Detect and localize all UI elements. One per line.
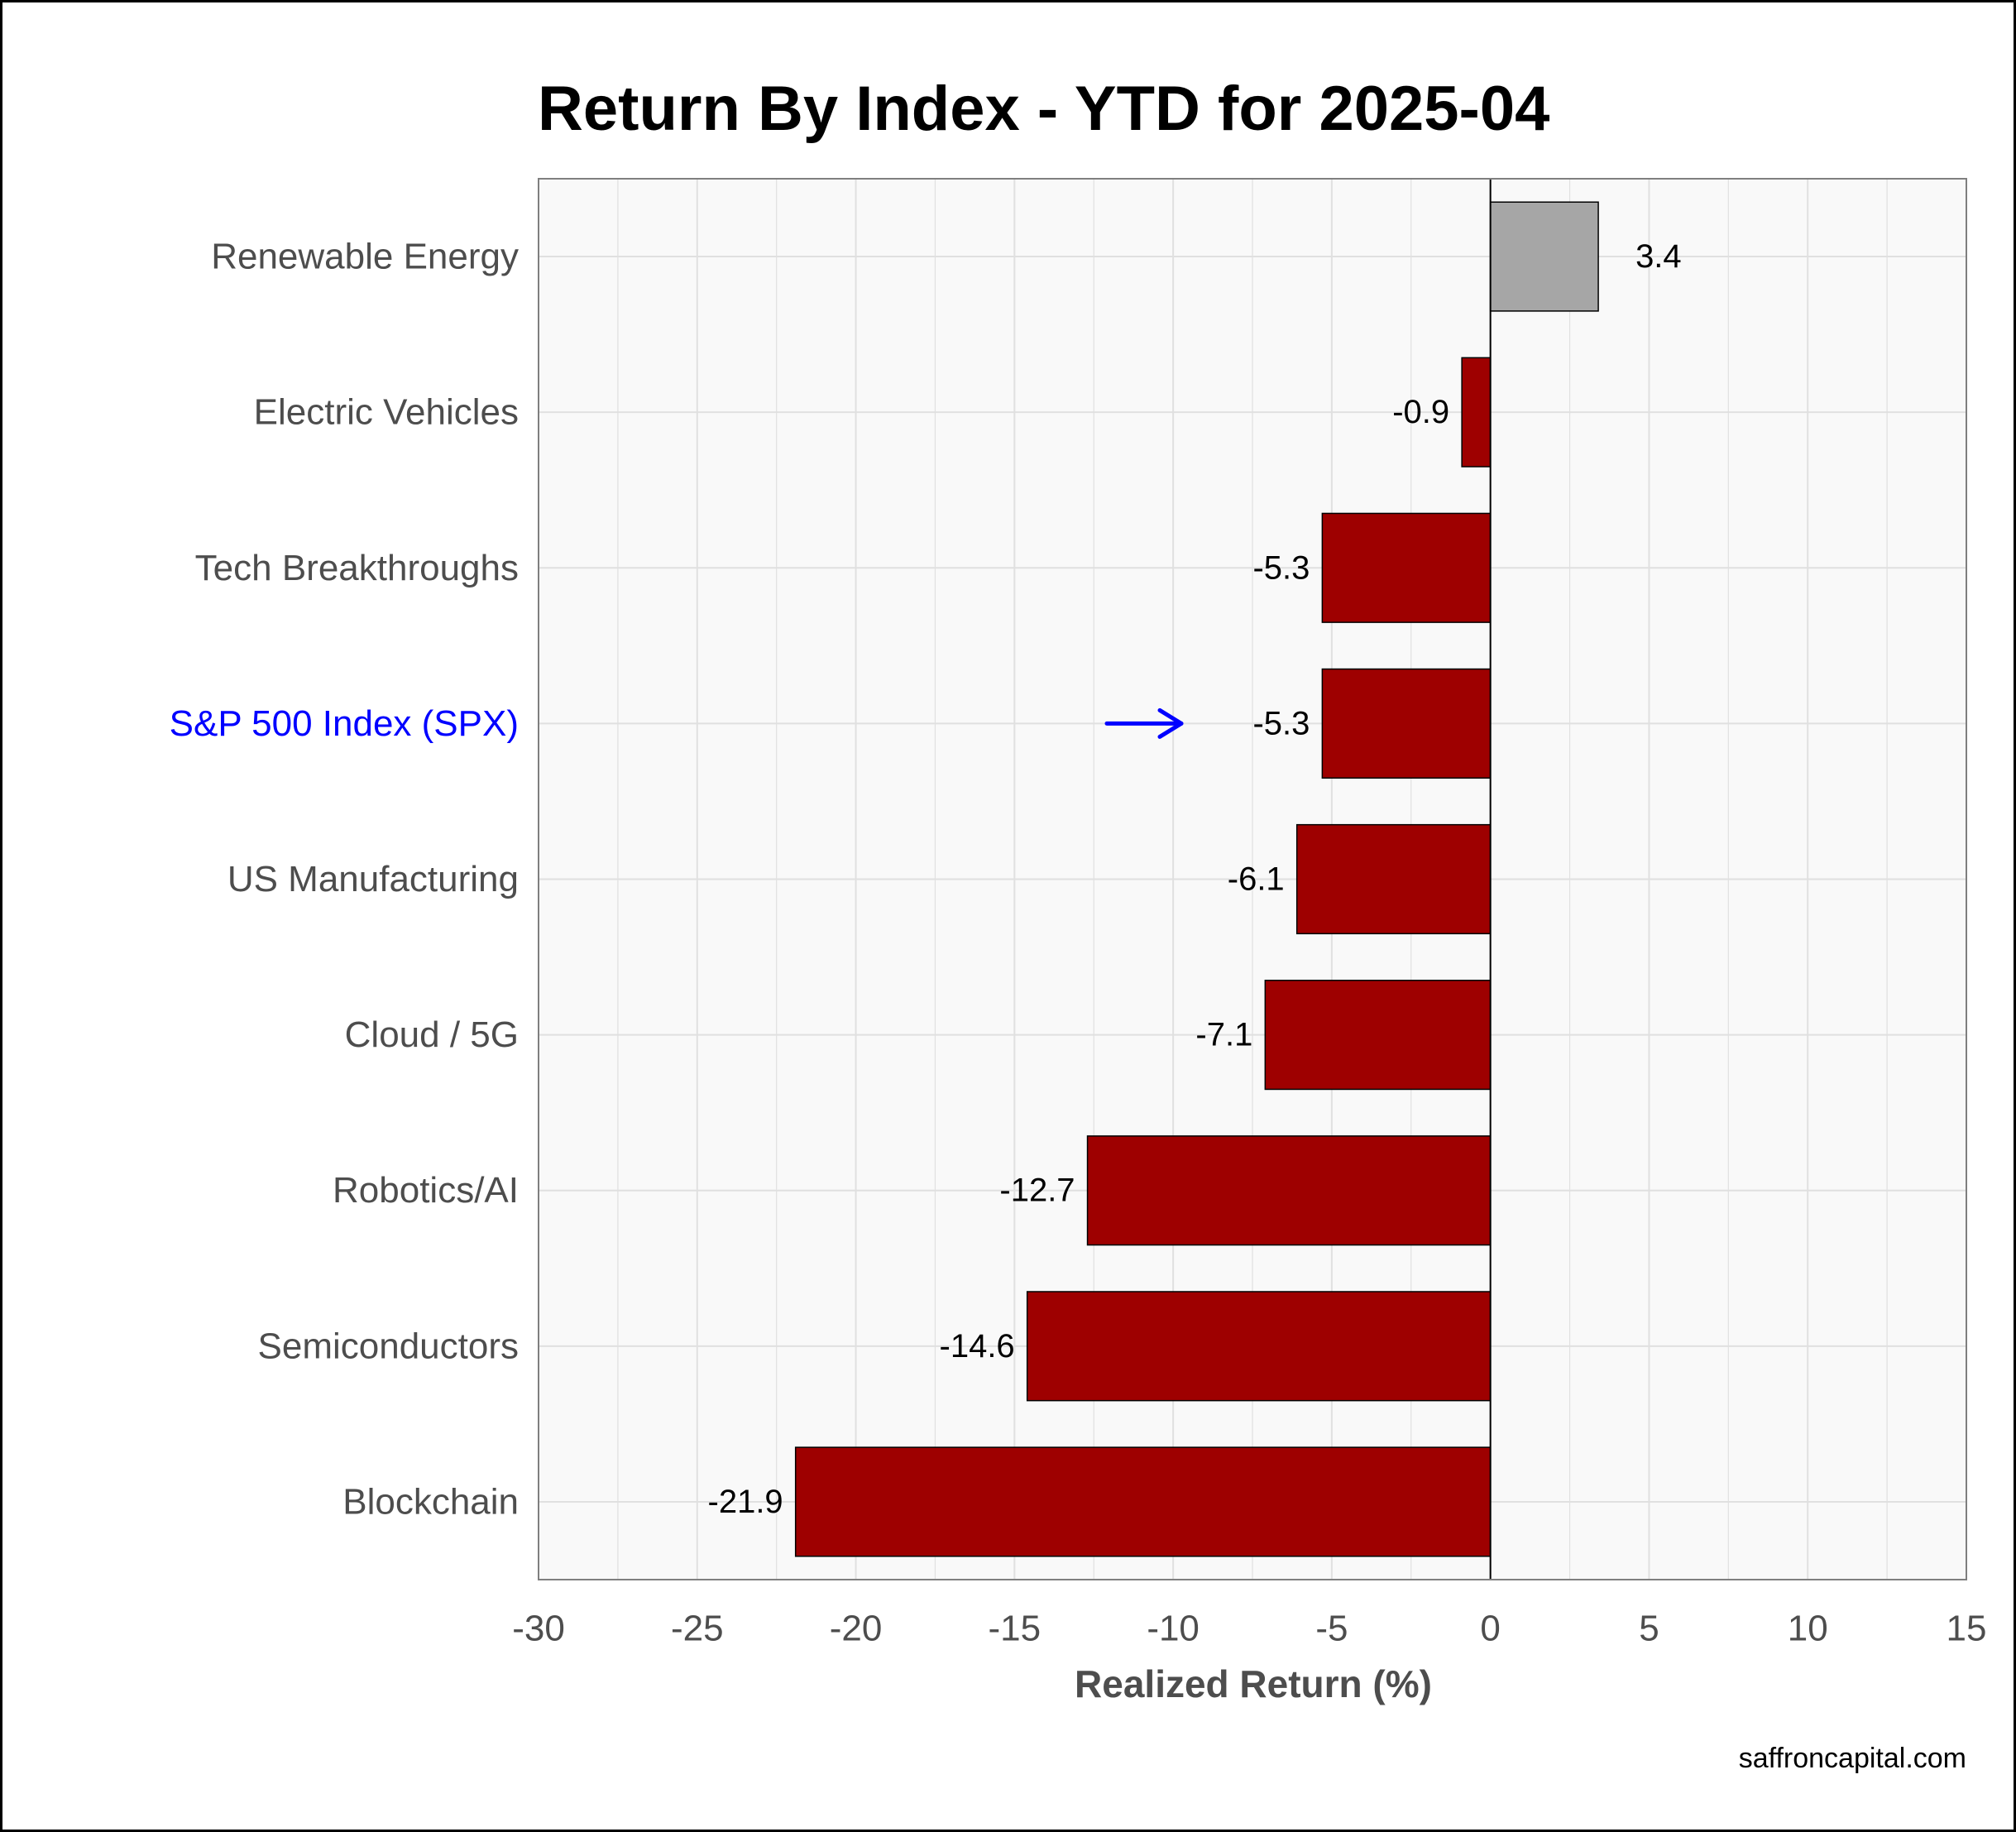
data-labels: 3.4 -0.9 -5.3 -5.3 -6.1 -7.1 -12.7 -14.6 -21.9 [708,238,1682,1520]
x-tick-label: -25 [671,1609,724,1649]
y-tick-label: Semiconductors [258,1326,519,1366]
bar [1295,823,1492,935]
x-tick-label: -5 [1315,1609,1348,1649]
bar [1264,980,1492,1091]
chart-title: Return By Index - YTD for 2025-04 [538,74,1550,144]
y-tick-label: Cloud / 5G [345,1014,519,1055]
x-tick-label: -10 [1147,1609,1200,1649]
bar [1321,668,1492,779]
x-tick-label: -15 [989,1609,1042,1649]
y-tick-label: Tech Breakthroughs [195,548,519,588]
y-axis-categories: Renewable Energy Electric Vehicles Tech Br… [170,237,519,1523]
data-label: -0.9 [1392,394,1449,430]
bar [1086,1135,1492,1246]
x-tick-label: 10 [1788,1609,1828,1649]
plot-border [538,178,1967,1580]
data-label: -6.1 [1228,861,1285,898]
y-tick-label: US Manufacturing [227,859,519,899]
highlight-arrow [1104,707,1184,739]
bar [794,1446,1492,1557]
y-tick-label: S&P 500 Index (SPX) [170,703,519,744]
y-tick-label: Robotics/AI [333,1170,519,1211]
y-tick-label: Renewable Energy [211,237,519,277]
data-label: -5.3 [1252,549,1310,586]
data-label: -5.3 [1252,705,1310,741]
data-label: -21.9 [708,1484,783,1520]
bar [1461,357,1492,468]
bar [1489,201,1599,312]
data-label: -7.1 [1195,1017,1252,1053]
y-tick-label: Blockchain [342,1481,519,1522]
bar [1026,1291,1492,1402]
bar [1321,512,1492,623]
x-tick-label: 5 [1639,1609,1659,1649]
arrow-icon [1157,707,1184,739]
y-tick-label: Electric Vehicles [254,392,519,433]
x-tick-label: -30 [512,1609,565,1649]
source-credit: saffroncapital.com [1738,1743,1966,1774]
grid-lines [538,179,1967,1580]
x-axis-title: Realized Return (%) [1075,1662,1432,1705]
data-label: -14.6 [940,1328,1015,1364]
x-tick-label: 15 [1947,1609,1987,1649]
x-tick-label: 0 [1480,1609,1500,1649]
data-label: 3.4 [1635,238,1682,275]
x-axis-ticks: -30 -25 -20 -15 -10 -5 0 5 10 15 [512,1609,1986,1649]
data-label: -12.7 [999,1173,1075,1209]
bars [794,201,1599,1557]
x-tick-label: -20 [830,1609,883,1649]
